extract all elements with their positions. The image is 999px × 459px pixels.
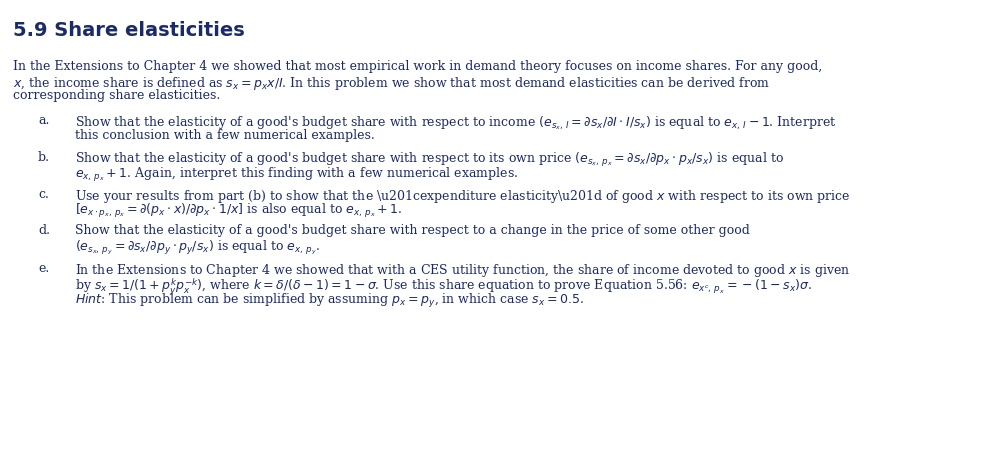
Text: corresponding share elasticities.: corresponding share elasticities.	[13, 89, 220, 102]
Text: $[e_{x\cdot p_x,\, p_x} = \partial(p_x \cdot x)/\partial p_x \cdot 1/x]$ is also: $[e_{x\cdot p_x,\, p_x} = \partial(p_x \…	[75, 202, 403, 220]
Text: $e_{x,\, p_x} + 1$. Again, interpret this finding with a few numerical examples.: $e_{x,\, p_x} + 1$. Again, interpret thi…	[75, 165, 518, 183]
Text: Use your results from part (b) to show that the \u201cexpenditure elasticity\u20: Use your results from part (b) to show t…	[75, 187, 850, 204]
Text: a.: a.	[38, 114, 49, 127]
Text: this conclusion with a few numerical examples.: this conclusion with a few numerical exa…	[75, 129, 375, 141]
Text: c.: c.	[38, 187, 49, 200]
Text: In the Extensions to Chapter 4 we showed that with a CES utility function, the s: In the Extensions to Chapter 4 we showed…	[75, 262, 850, 279]
Text: Show that the elasticity of a good's budget share with respect to its own price : Show that the elasticity of a good's bud…	[75, 151, 784, 168]
Text: $x$, the income share is defined as $s_x = p_x x/I$. In this problem we show tha: $x$, the income share is defined as $s_x…	[13, 74, 770, 91]
Text: Show that the elasticity of a good's budget share with respect to a change in th: Show that the elasticity of a good's bud…	[75, 224, 750, 237]
Text: In the Extensions to Chapter 4 we showed that most empirical work in demand theo: In the Extensions to Chapter 4 we showed…	[13, 60, 822, 73]
Text: e.: e.	[38, 262, 49, 274]
Text: d.: d.	[38, 224, 50, 237]
Text: $\it{Hint}$: This problem can be simplified by assuming $p_x = p_y$, in which ca: $\it{Hint}$: This problem can be simplif…	[75, 291, 584, 309]
Text: by $s_x = 1/(1 + p_y^k p_x^{-k})$, where $k = \delta/(\delta - 1) = 1 - \sigma$.: by $s_x = 1/(1 + p_y^k p_x^{-k})$, where…	[75, 276, 812, 297]
Text: Show that the elasticity of a good's budget share with respect to income $(e_{s_: Show that the elasticity of a good's bud…	[75, 114, 836, 131]
Text: b.: b.	[38, 151, 50, 163]
Text: 5.9 Share elasticities: 5.9 Share elasticities	[13, 21, 245, 39]
Text: $(e_{s_x,\, p_y} = \partial s_x/\partial p_y \cdot p_y/s_x)$ is equal to $e_{x,\: $(e_{s_x,\, p_y} = \partial s_x/\partial…	[75, 239, 320, 257]
